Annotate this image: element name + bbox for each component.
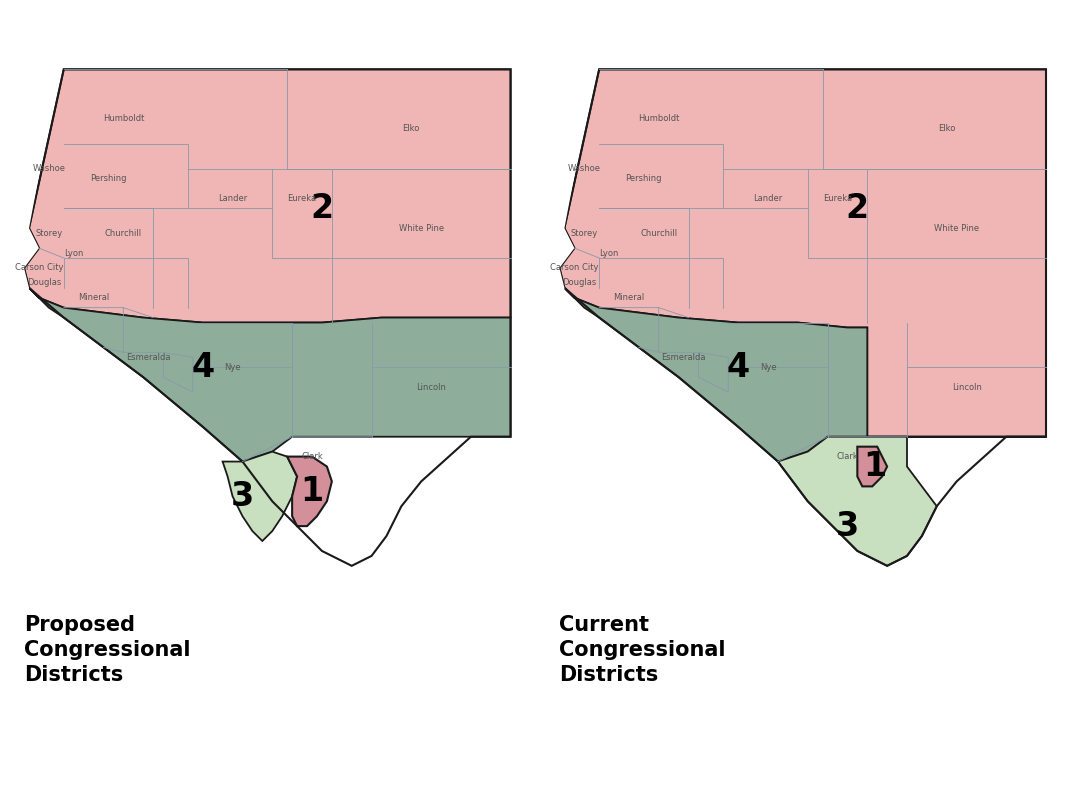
Polygon shape	[778, 437, 936, 566]
Text: Washoe: Washoe	[568, 164, 601, 173]
Text: Humboldt: Humboldt	[639, 114, 679, 124]
Text: Washoe: Washoe	[32, 164, 66, 173]
Text: Storey: Storey	[571, 229, 598, 237]
Text: Lander: Lander	[754, 194, 783, 203]
Text: Elko: Elko	[403, 125, 420, 133]
Text: Lyon: Lyon	[600, 248, 619, 257]
Text: Pershing: Pershing	[90, 174, 127, 183]
Text: Carson City: Carson City	[15, 264, 63, 272]
Text: Humboldt: Humboldt	[102, 114, 144, 124]
Text: Esmeralda: Esmeralda	[661, 353, 706, 362]
Polygon shape	[858, 447, 887, 487]
Polygon shape	[559, 70, 1046, 437]
Text: Eureka: Eureka	[287, 194, 317, 203]
Text: 2: 2	[311, 192, 333, 225]
Text: Mineral: Mineral	[614, 293, 645, 302]
Text: Carson City: Carson City	[550, 264, 599, 272]
Text: Lincoln: Lincoln	[416, 383, 446, 392]
Polygon shape	[564, 288, 1046, 462]
Text: Pershing: Pershing	[626, 174, 662, 183]
Text: Mineral: Mineral	[77, 293, 110, 302]
Text: Storey: Storey	[35, 229, 62, 237]
Text: Clark: Clark	[301, 452, 322, 461]
Text: 1: 1	[863, 450, 886, 483]
Text: Churchill: Churchill	[104, 229, 142, 237]
Text: Churchill: Churchill	[641, 229, 677, 237]
Polygon shape	[4, 45, 63, 754]
Polygon shape	[24, 70, 511, 323]
Text: Clark: Clark	[836, 452, 858, 461]
Text: 3: 3	[231, 480, 254, 513]
Text: 3: 3	[835, 510, 859, 543]
Polygon shape	[223, 451, 297, 541]
Text: 4: 4	[727, 351, 749, 384]
Text: White Pine: White Pine	[934, 224, 979, 233]
Text: Eureka: Eureka	[823, 194, 852, 203]
Text: 1: 1	[300, 475, 324, 508]
Polygon shape	[29, 288, 511, 462]
Text: Proposed
Congressional
Districts: Proposed Congressional Districts	[24, 615, 190, 685]
Text: Current
Congressional
Districts: Current Congressional Districts	[559, 615, 726, 685]
Text: White Pine: White Pine	[399, 224, 444, 233]
Text: Douglas: Douglas	[27, 278, 61, 288]
Text: Nye: Nye	[225, 363, 241, 372]
Polygon shape	[287, 456, 332, 526]
Text: Lincoln: Lincoln	[951, 383, 981, 392]
Text: Lyon: Lyon	[64, 248, 84, 257]
Text: Douglas: Douglas	[562, 278, 597, 288]
Text: Esmeralda: Esmeralda	[126, 353, 171, 362]
Text: Elko: Elko	[938, 125, 956, 133]
Text: Lander: Lander	[218, 194, 247, 203]
Text: 2: 2	[846, 192, 869, 225]
Text: Nye: Nye	[760, 363, 776, 372]
Text: 4: 4	[191, 351, 214, 384]
Polygon shape	[540, 45, 599, 754]
